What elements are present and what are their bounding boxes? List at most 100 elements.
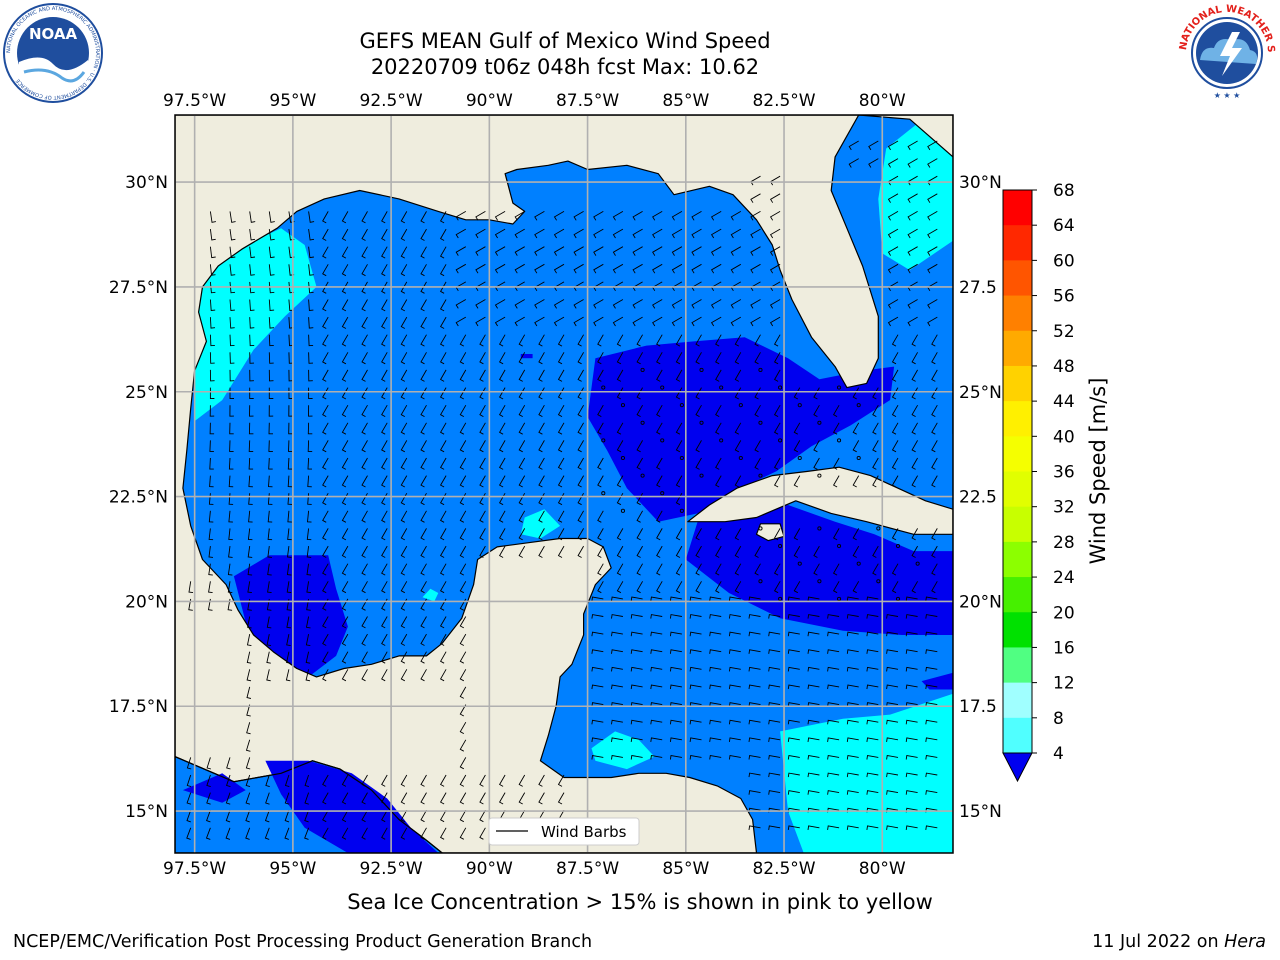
wind-barb bbox=[652, 281, 663, 292]
colorbar-segment bbox=[1003, 365, 1032, 402]
wind-barb bbox=[518, 369, 526, 382]
wind-barb bbox=[494, 299, 506, 309]
wind-barb bbox=[287, 510, 292, 523]
wind-barb bbox=[636, 528, 643, 541]
wind-barb bbox=[341, 299, 349, 312]
wind-barb bbox=[538, 422, 545, 435]
wind-barb bbox=[304, 810, 310, 823]
wind-barb bbox=[479, 774, 486, 787]
wind-barb bbox=[228, 493, 234, 505]
wind-barb bbox=[891, 528, 899, 541]
wind-barb bbox=[341, 792, 349, 805]
calm-marker bbox=[797, 403, 802, 408]
wind-barb bbox=[361, 334, 368, 347]
wind-barb bbox=[630, 666, 643, 672]
wind-barb bbox=[591, 631, 604, 637]
wind-barb bbox=[728, 719, 741, 725]
lat-tick-label-left: 30°N bbox=[125, 173, 168, 193]
wind-barb bbox=[891, 581, 899, 594]
wind-barb bbox=[577, 457, 584, 470]
wind-barb bbox=[439, 211, 447, 224]
wind-barb bbox=[361, 492, 368, 506]
wind-barb bbox=[249, 317, 255, 329]
wind-barb bbox=[832, 563, 840, 576]
wind-barb bbox=[246, 704, 251, 717]
wind-barb bbox=[675, 581, 683, 594]
wind-barb bbox=[439, 228, 447, 241]
wind-barb bbox=[773, 475, 781, 488]
wind-barb bbox=[267, 493, 273, 505]
wind-barb bbox=[807, 825, 820, 830]
wind-barb bbox=[656, 475, 663, 488]
wind-barb bbox=[459, 457, 467, 470]
wind-barb bbox=[267, 528, 273, 541]
colorbar-tick-label: 64 bbox=[1053, 216, 1075, 236]
lon-tick-label-top: 87.5°W bbox=[556, 91, 619, 111]
wind-barb bbox=[931, 352, 938, 365]
calm-marker bbox=[778, 438, 783, 443]
wind-barb bbox=[905, 719, 918, 725]
wind-barb bbox=[611, 666, 623, 672]
wind-barb bbox=[479, 492, 486, 506]
wind-barb bbox=[616, 563, 624, 576]
wind-barb bbox=[381, 299, 388, 312]
wind-barb bbox=[611, 719, 623, 725]
wind-barb bbox=[793, 545, 801, 558]
wind-barb bbox=[400, 369, 408, 382]
calm-marker bbox=[797, 561, 802, 566]
wind-barb bbox=[887, 158, 899, 168]
calm-marker bbox=[620, 508, 625, 513]
wind-barb bbox=[807, 666, 820, 672]
wind-barb bbox=[498, 334, 506, 347]
wind-barb bbox=[268, 299, 275, 311]
wind-barb bbox=[400, 281, 408, 294]
wind-barb bbox=[593, 246, 604, 256]
wind-barb bbox=[557, 422, 565, 435]
wind-barb bbox=[307, 457, 313, 470]
wind-barb bbox=[866, 596, 879, 602]
wind-barb bbox=[227, 598, 233, 611]
wind-barb bbox=[689, 702, 702, 707]
wind-barb bbox=[459, 669, 467, 682]
wind-barb bbox=[927, 158, 938, 168]
wind-barb bbox=[905, 649, 918, 654]
wind-barb bbox=[420, 387, 427, 400]
wind-barb bbox=[381, 510, 388, 523]
wind-barb bbox=[538, 809, 545, 823]
wind-barb bbox=[227, 563, 233, 576]
lat-tick-label-left: 27.5°N bbox=[109, 278, 168, 298]
wind-barb bbox=[612, 281, 624, 292]
wind-barb bbox=[577, 352, 584, 365]
wind-barb bbox=[268, 281, 275, 294]
wind-barb bbox=[769, 281, 781, 292]
wind-barb bbox=[886, 737, 899, 742]
wind-barb bbox=[748, 684, 761, 690]
wind-barb bbox=[246, 686, 252, 699]
calm-marker bbox=[601, 385, 606, 390]
wind-barb bbox=[439, 792, 447, 805]
wind-barb bbox=[927, 281, 938, 292]
calm-marker bbox=[758, 420, 763, 425]
wind-barb bbox=[249, 246, 256, 259]
wind-barb bbox=[573, 228, 584, 239]
wind-barb bbox=[186, 810, 192, 823]
calm-marker bbox=[758, 367, 763, 372]
wind-barb bbox=[439, 545, 447, 558]
wind-barb bbox=[695, 563, 702, 576]
wind-barb bbox=[475, 263, 486, 274]
wind-barb bbox=[734, 581, 742, 594]
wind-barb bbox=[322, 457, 329, 470]
wind-barb bbox=[400, 422, 408, 435]
colorbar-tick-label: 52 bbox=[1053, 322, 1075, 342]
wind-barb bbox=[322, 809, 329, 823]
wind-barb bbox=[228, 475, 234, 488]
wind-barb bbox=[268, 352, 274, 364]
wind-barb bbox=[927, 299, 938, 309]
wind-barb bbox=[186, 827, 192, 840]
wind-barb bbox=[420, 264, 427, 277]
wind-barb bbox=[715, 563, 722, 576]
wind-barb bbox=[518, 792, 526, 805]
wind-below-4-region bbox=[269, 764, 439, 853]
wind-barb bbox=[229, 229, 236, 241]
wind-barb bbox=[247, 616, 252, 629]
